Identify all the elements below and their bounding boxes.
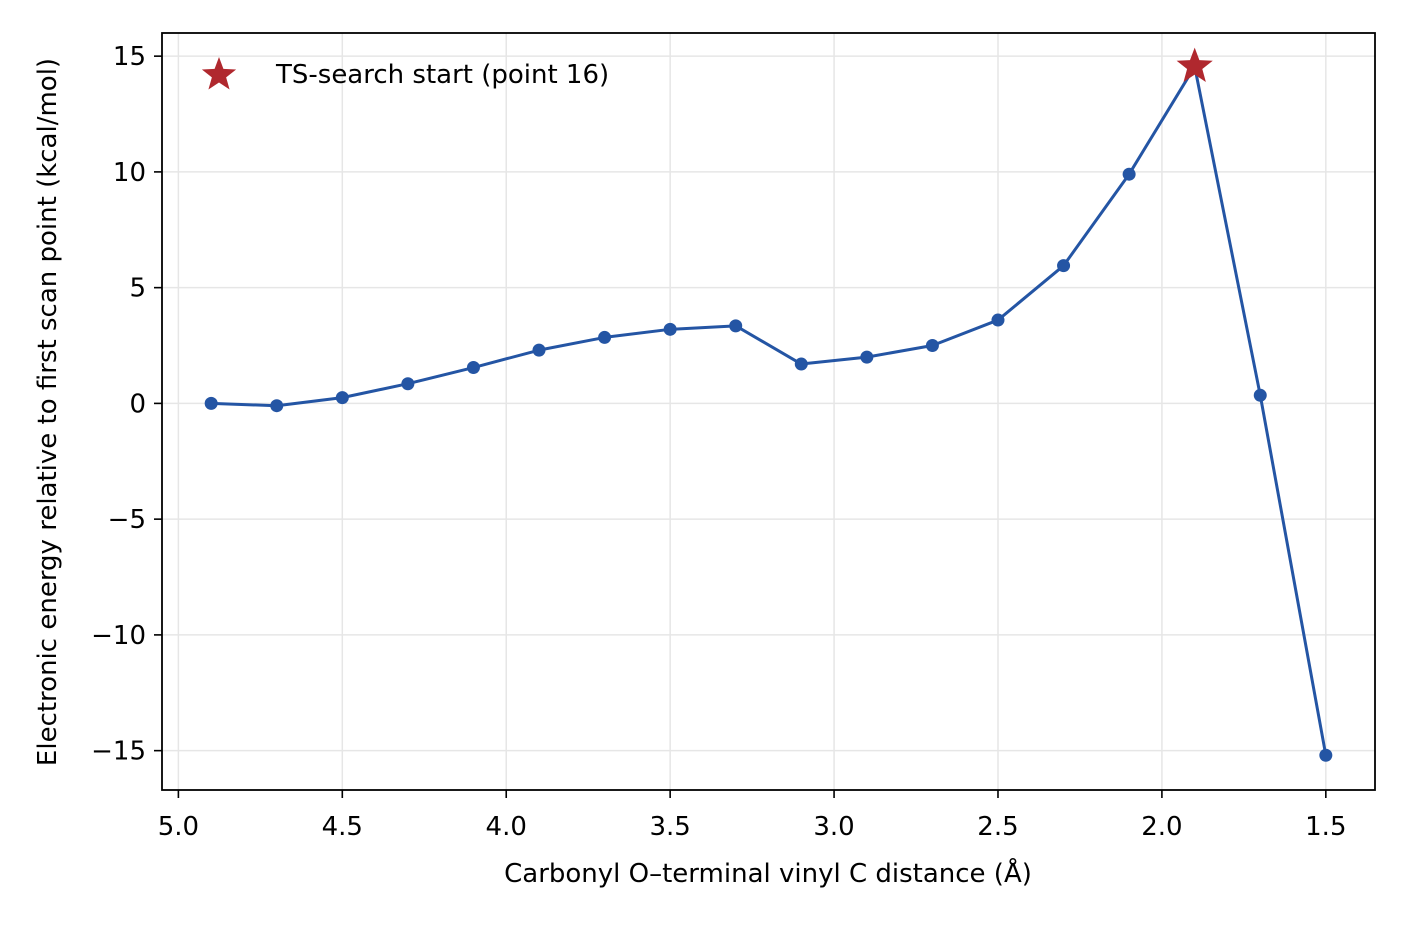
data-point	[729, 319, 743, 333]
data-point	[1122, 167, 1136, 181]
y-tick-label: −10	[91, 621, 146, 651]
y-tick-label: 15	[113, 42, 146, 72]
series-line	[211, 65, 1328, 756]
x-tick-label: 4.5	[322, 812, 363, 842]
plot-frame	[161, 32, 1376, 791]
data-point	[204, 396, 218, 410]
x-tick-label: 4.0	[486, 812, 527, 842]
legend: TS-search start (point 16)	[201, 57, 609, 90]
x-tick-label: 5.0	[158, 812, 199, 842]
y-tick-label: 5	[129, 274, 146, 304]
x-tick-label: 3.5	[649, 812, 690, 842]
y-tick-label: 0	[129, 389, 146, 419]
axes: 5.0 4.5 4.0 3.5 3.0 2.5 2.0 1.5 15 10 5 0 −5 −10 −15	[91, 32, 1376, 842]
x-tick-label: 3.0	[813, 812, 854, 842]
data-point	[466, 361, 480, 375]
y-tick-label: 10	[113, 158, 146, 188]
ts-search-start-marker	[1176, 47, 1213, 82]
data-point	[401, 377, 415, 391]
y-tick-label: −5	[108, 505, 146, 535]
data-point	[794, 357, 808, 371]
data-point	[1057, 259, 1071, 273]
x-tick-label: 2.5	[977, 812, 1018, 842]
grid-lines	[162, 33, 1375, 790]
x-tick-label: 2.0	[1141, 812, 1182, 842]
x-axis-label: Carbonyl O–terminal vinyl C distance (Å)	[504, 857, 1032, 889]
y-tick-label: −15	[91, 737, 146, 767]
x-tick-label: 1.5	[1305, 812, 1346, 842]
data-series	[204, 47, 1333, 762]
legend-label: TS-search start (point 16)	[275, 60, 609, 90]
data-point	[1253, 388, 1267, 402]
legend-star-marker	[201, 57, 237, 90]
data-point	[598, 330, 612, 344]
data-point	[991, 313, 1005, 327]
data-point	[663, 322, 677, 336]
data-point	[1319, 748, 1333, 762]
data-point	[532, 343, 546, 357]
data-point	[860, 350, 874, 364]
data-point	[270, 399, 284, 413]
data-point	[925, 339, 939, 353]
data-point	[335, 391, 349, 405]
y-axis-label: Electronic energy relative to first scan…	[33, 58, 63, 766]
